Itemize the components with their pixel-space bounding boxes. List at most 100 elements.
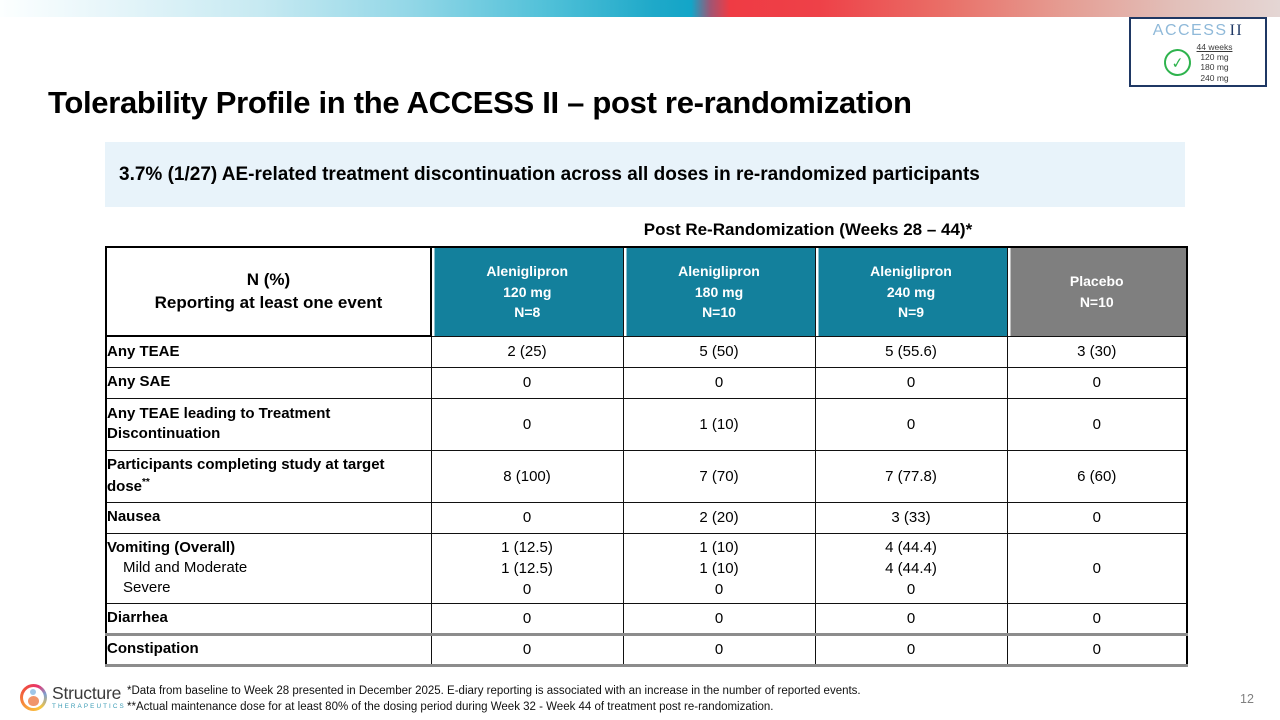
table-row-any-teae: Any TEAE 2 (25) 5 (50) 5 (55.6) 3 (30)	[105, 335, 1188, 368]
cell-value: 0	[1006, 632, 1188, 666]
cell-value: 0	[1006, 532, 1188, 604]
cell-value: 3 (33)	[814, 501, 1008, 534]
table-row-diarrhea: Diarrhea 0 0 0 0	[105, 602, 1188, 635]
logo-figure-body	[28, 696, 39, 706]
table-caption: Post Re-Randomization (Weeks 28 – 44)*	[643, 220, 973, 239]
stacked-line: 1 (10)	[699, 559, 739, 577]
table-header-row: N (%) Reporting at least one event Aleni…	[105, 246, 1188, 337]
row-label-text: Vomiting (Overall)	[107, 538, 236, 556]
brand-subname: THERAPEUTICS	[52, 703, 126, 711]
cell-value: 0	[814, 366, 1008, 399]
cell-value: 0	[1006, 397, 1188, 451]
badge-dose: 120 mg	[1200, 51, 1229, 62]
footnote-2: **Actual maintenance dose for at least 8…	[127, 701, 774, 714]
corner-header-line2: Reporting at least one event	[154, 292, 383, 312]
row-label: Participants completing study at target …	[105, 449, 432, 503]
table-row-any-sae: Any SAE 0 0 0 0	[105, 366, 1188, 399]
footnote-marker: **	[142, 476, 150, 488]
top-gradient-bar	[0, 0, 1280, 17]
drug-name: Placebo	[1069, 273, 1124, 290]
row-label-text: Participants completing study at target …	[107, 456, 385, 495]
access-logo-text: ACCESS	[1152, 22, 1228, 39]
cell-value: 0	[622, 366, 816, 399]
cell-value: 0	[622, 602, 816, 635]
group-n: N=10	[702, 303, 736, 320]
cell-value: 0	[814, 632, 1008, 666]
row-sublabel: Severe	[123, 579, 171, 597]
drug-dose: 240 mg	[886, 283, 936, 300]
drug-name: Aleniglipron	[486, 263, 569, 280]
cell-value: 2 (20)	[622, 501, 816, 534]
access2-logo: ACCESS II	[1153, 22, 1243, 40]
group-n: N=8	[514, 303, 541, 320]
table-row-constipation: Constipation 0 0 0 0	[105, 632, 1188, 666]
cell-value: 0	[430, 397, 624, 451]
group-n: N=9	[897, 303, 925, 320]
cell-value: 0	[430, 602, 624, 635]
column-header-120mg: Aleniglipron 120 mg N=8	[430, 246, 624, 337]
badge-body: ✓ 44 weeks 120 mg 180 mg 240 mg	[1162, 42, 1233, 83]
cell-value-stacked: 1 (10) 1 (10) 0	[622, 532, 816, 604]
cell-value: 0	[430, 501, 624, 534]
table-row-nausea: Nausea 0 2 (20) 3 (33) 0	[105, 501, 1188, 534]
badge-duration: 44 weeks	[1196, 41, 1233, 52]
badge-dose: 240 mg	[1200, 72, 1229, 83]
table-row-completing-target-dose: Participants completing study at target …	[105, 449, 1188, 503]
badge-dose: 180 mg	[1200, 62, 1229, 73]
key-message-callout: 3.7% (1/27) AE-related treatment discont…	[105, 142, 1185, 207]
access-logo-numeral: II	[1229, 22, 1244, 39]
table-row-vomiting: Vomiting (Overall) Mild and Moderate Sev…	[105, 532, 1188, 604]
row-label: Any TEAE	[105, 335, 432, 368]
page-number: 12	[1240, 692, 1254, 706]
structure-therapeutics-logo: Structure THERAPEUTICS	[20, 684, 126, 711]
column-header-180mg: Aleniglipron 180 mg N=10	[622, 246, 816, 337]
brand-name: Structure	[52, 682, 122, 703]
row-label: Diarrhea	[105, 602, 432, 635]
drug-name: Aleniglipron	[678, 263, 760, 280]
stacked-line: 1 (12.5)	[501, 538, 553, 556]
cell-value: 7 (70)	[622, 449, 816, 503]
row-label: Any SAE	[105, 366, 432, 399]
drug-dose: 180 mg	[694, 283, 744, 300]
logo-figure-head	[30, 689, 36, 695]
cell-value: 0	[814, 602, 1008, 635]
stacked-line: 0	[714, 580, 724, 598]
drug-dose: 120 mg	[503, 283, 552, 300]
badge-dose-list: 44 weeks 120 mg 180 mg 240 mg	[1197, 42, 1233, 83]
key-message-text: 3.7% (1/27) AE-related treatment discont…	[119, 163, 980, 185]
tolerability-table: N (%) Reporting at least one event Aleni…	[105, 246, 1188, 667]
cell-value: 0	[1006, 366, 1188, 399]
stacked-line: 4 (44.4)	[885, 538, 937, 556]
cell-value: 1 (10)	[622, 397, 816, 451]
stacked-line: 4 (44.4)	[885, 559, 937, 577]
cell-value: 8 (100)	[430, 449, 624, 503]
cell-value-stacked: 1 (12.5) 1 (12.5) 0	[430, 532, 624, 604]
stacked-line: 0	[906, 580, 916, 598]
cell-value: 5 (50)	[622, 335, 816, 368]
cell-value-stacked: 4 (44.4) 4 (44.4) 0	[814, 532, 1008, 604]
stacked-line: 1 (10)	[699, 538, 739, 556]
cell-value: 0	[1006, 602, 1188, 635]
column-header-placebo: Placebo N=10	[1006, 246, 1188, 337]
column-header-240mg: Aleniglipron 240 mg N=9	[814, 246, 1008, 337]
footnotes: *Data from baseline to Week 28 presented…	[127, 683, 861, 715]
cell-value: 6 (60)	[1006, 449, 1188, 503]
structure-logo-icon	[20, 684, 47, 711]
access2-study-badge: ACCESS II ✓ 44 weeks 120 mg 180 mg 240 mg	[1129, 17, 1267, 87]
table-row-teae-discontinuation: Any TEAE leading to Treatment Discontinu…	[105, 397, 1188, 451]
corner-header-cell: N (%) Reporting at least one event	[105, 246, 432, 337]
cell-value: 2 (25)	[430, 335, 624, 368]
row-label: Any TEAE leading to Treatment Discontinu…	[105, 397, 432, 451]
cell-value: 5 (55.6)	[814, 335, 1008, 368]
stacked-line: 1 (12.5)	[501, 559, 553, 577]
row-label: Vomiting (Overall) Mild and Moderate Sev…	[105, 532, 432, 604]
stacked-line: 0	[522, 580, 532, 598]
footnote-1: *Data from baseline to Week 28 presented…	[127, 685, 861, 697]
row-sublabel: Mild and Moderate	[123, 558, 248, 576]
row-label: Nausea	[105, 501, 432, 534]
cell-value: 0	[622, 632, 816, 666]
brand-text: Structure THERAPEUTICS	[52, 682, 126, 711]
cell-value: 0	[814, 397, 1008, 451]
checkmark-icon: ✓	[1162, 47, 1192, 78]
